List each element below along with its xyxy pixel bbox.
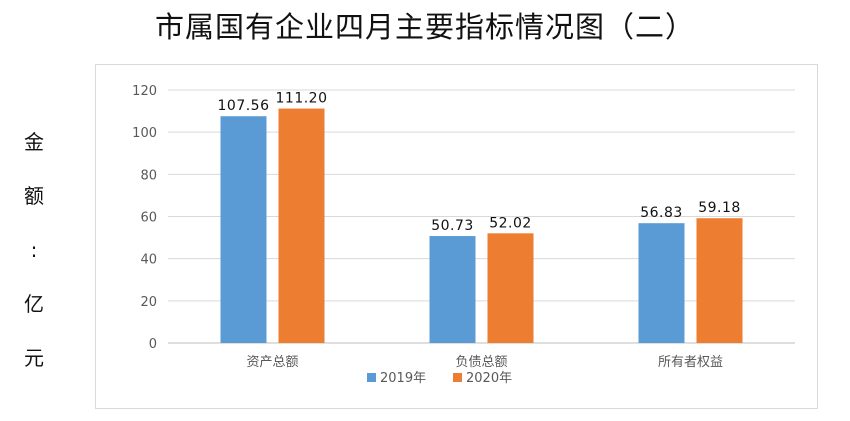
y-axis-label-char: 金 — [24, 130, 44, 154]
y-axis-label-char: : — [30, 238, 38, 262]
data-label: 111.20 — [276, 91, 328, 107]
y-tick-label: 40 — [140, 253, 157, 268]
bar — [429, 236, 476, 343]
data-label: 107.56 — [218, 98, 270, 114]
data-label: 59.18 — [698, 200, 741, 216]
y-axis-label: 金 额 : 亿 元 — [18, 122, 50, 392]
chart-area — [95, 64, 818, 409]
y-tick-label: 20 — [140, 295, 157, 310]
bar — [487, 233, 534, 343]
bar — [278, 108, 325, 343]
y-axis-label-char: 元 — [24, 346, 44, 370]
x-tick-label: 资产总额 — [246, 355, 298, 370]
x-tick-label: 所有者权益 — [658, 354, 723, 370]
y-axis-label-char: 亿 — [24, 292, 44, 316]
data-label: 52.02 — [489, 215, 532, 231]
y-tick-label: 100 — [132, 126, 157, 141]
y-tick-label: 0 — [149, 337, 157, 352]
x-tick-label: 负债总额 — [455, 355, 507, 370]
y-tick-label: 60 — [140, 211, 157, 226]
data-label: 50.73 — [431, 218, 474, 234]
chart-title: 市属国有企业四月主要指标情况图（二） — [154, 10, 695, 44]
legend-label: 2020年 — [466, 371, 512, 386]
bar — [696, 218, 743, 343]
legend-swatch — [453, 373, 462, 382]
y-tick-label: 120 — [132, 84, 157, 99]
data-label: 56.83 — [640, 205, 683, 221]
bar — [220, 116, 267, 344]
bar — [638, 223, 685, 343]
legend-swatch — [367, 373, 376, 382]
y-axis-label-char: 额 — [24, 184, 44, 208]
y-tick-label: 80 — [140, 168, 157, 183]
legend-label: 2019年 — [380, 371, 426, 386]
